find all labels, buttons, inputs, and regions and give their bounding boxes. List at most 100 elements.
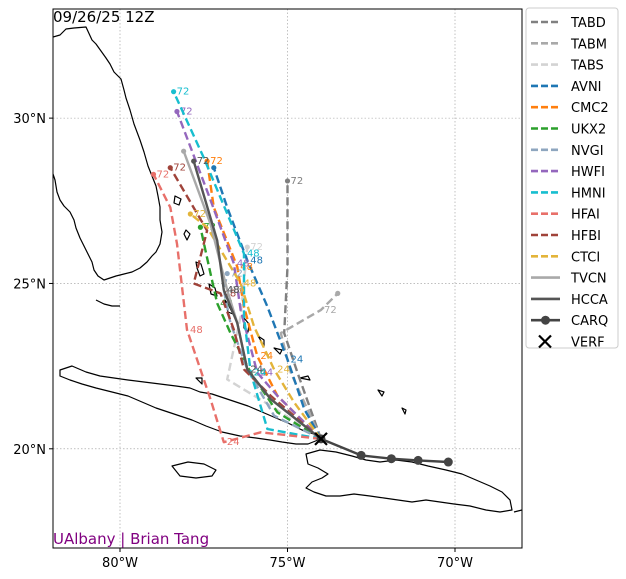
- legend-entry-avni: AVNI: [531, 80, 602, 95]
- carq-point: [413, 455, 423, 465]
- forecast-hour-label: 72: [193, 209, 206, 220]
- forecast-hour-label: 24: [260, 351, 273, 362]
- track-verf: [314, 432, 328, 446]
- y-tick-label: 25°N: [13, 277, 46, 292]
- track-tabm: 72: [279, 290, 341, 440]
- bahamas-island: [195, 377, 203, 385]
- legend-label-tabm: TABM: [570, 37, 607, 52]
- track-line-hcca: [192, 160, 322, 440]
- bahamas-island: [173, 195, 182, 206]
- legend-entry-hmni: HMNI: [531, 186, 606, 201]
- track-end-point: [191, 158, 197, 164]
- carq-point: [386, 454, 396, 464]
- legend-label-tabd: TABD: [570, 16, 606, 31]
- legend-entry-tabd: TABD: [531, 16, 606, 31]
- track-line-tabm: [279, 292, 339, 440]
- track-line-hmni: [172, 91, 322, 441]
- forecast-hour-label: 48: [190, 325, 203, 336]
- carq-point: [356, 450, 366, 460]
- legend-entry-nvgi: NVGI: [531, 144, 604, 159]
- y-tick-label: 30°N: [13, 112, 46, 127]
- legend-entry-tabs: TABS: [531, 59, 604, 74]
- track-end-point: [244, 244, 250, 250]
- track-line-hfai: [152, 173, 322, 444]
- forecast-hour-label: 48: [224, 288, 237, 299]
- forecast-hour-label: 72: [210, 156, 223, 167]
- legend-label-cmc2: CMC2: [571, 101, 609, 116]
- x-tick-label: 75°W: [270, 556, 306, 571]
- legend-swatch-verf: [538, 334, 552, 349]
- forecast-hour-label: 48: [250, 255, 263, 266]
- legend-marker-carq: [541, 315, 550, 325]
- puerto-rico-coastline: [513, 509, 522, 513]
- track-hcca: 24 48 72: [191, 156, 322, 440]
- legend-entry-hfbi: HFBI: [531, 229, 601, 244]
- legend-label-ukx2: UKX2: [571, 123, 606, 138]
- verf-marker: [314, 432, 328, 446]
- legend-label-carq: CARQ: [571, 314, 608, 329]
- track-line-hwfi: [175, 111, 322, 440]
- bahamas-island: [299, 375, 311, 381]
- legend-entry-cmc2: CMC2: [531, 101, 609, 116]
- forecast-hour-label: 72: [197, 156, 210, 167]
- forecast-hour-label: 24: [227, 437, 240, 448]
- track-end-point: [335, 290, 341, 296]
- track-line-ukx2: [199, 226, 322, 440]
- legend-entry-ctci: CTCI: [531, 250, 600, 265]
- forecast-hour-label: 24: [260, 368, 273, 379]
- track-hfbi: 48 72: [167, 163, 322, 440]
- track-end-point: [187, 211, 193, 217]
- forecast-hour-label: 48: [230, 285, 243, 296]
- legend-label-tvcn: TVCN: [570, 272, 607, 287]
- credit-text: UAlbany | Brian Tang: [53, 530, 209, 548]
- track-end-point: [211, 165, 217, 171]
- florida-keys: [95, 299, 120, 307]
- legend-entry-hwfi: HWFI: [531, 165, 605, 180]
- track-tabd: 72: [283, 176, 323, 440]
- forecast-hour-label: 72: [291, 176, 304, 187]
- track-end-point: [174, 108, 180, 115]
- track-avni: 24 48: [211, 165, 323, 440]
- forecast-hour-label: 48: [244, 278, 257, 289]
- us-florida-coastline: [53, 26, 163, 281]
- axis-ticks: 80°W 75°W 70°W 20°N 25°N 30°N: [13, 112, 473, 571]
- track-hmni: 24 48 72: [171, 87, 322, 441]
- forecast-tracks: 7272722448244872244872487224487224487224…: [150, 87, 453, 467]
- track-end-point: [171, 89, 177, 95]
- legend-label-hwfi: HWFI: [571, 165, 605, 180]
- track-end-point: [284, 178, 291, 184]
- chart-title: 09/26/25 12Z: [53, 8, 155, 26]
- track-end-point: [197, 224, 203, 230]
- legend-label-avni: AVNI: [571, 80, 602, 95]
- legend-entry-tabm: TABM: [531, 37, 607, 52]
- track-line-nvgi: [222, 273, 322, 440]
- legend-label-nvgi: NVGI: [571, 144, 604, 159]
- forecast-hour-label: 72: [177, 87, 190, 98]
- track-ctci: 24 48 72: [187, 209, 322, 440]
- legend-entry-verf: VERF: [538, 334, 605, 351]
- track-hfai: 24 48 72: [150, 169, 322, 448]
- forecast-hour-label: 24: [254, 368, 267, 379]
- forecast-hour-label: 72: [250, 242, 263, 253]
- track-end-point: [167, 165, 173, 171]
- forecast-hour-label: 48: [227, 285, 240, 296]
- forecast-hour-label: 24: [277, 364, 290, 375]
- y-tick-label: 20°N: [13, 443, 46, 458]
- legend-label-tabs: TABS: [570, 59, 604, 74]
- forecast-hour-label: 72: [203, 222, 216, 233]
- legend-entry-tvcn: TVCN: [531, 272, 607, 287]
- forecast-hour-label: 24: [250, 364, 263, 375]
- x-tick-label: 70°W: [437, 556, 473, 571]
- legend-label-hcca: HCCA: [571, 293, 608, 308]
- legend-label-hfbi: HFBI: [571, 229, 601, 244]
- track-end-point: [181, 148, 187, 154]
- legend-entry-hcca: HCCA: [531, 293, 608, 308]
- legend-label-ctci: CTCI: [571, 250, 600, 265]
- track-end-point: [150, 171, 157, 177]
- track-line-ctci: [189, 213, 322, 440]
- track-end-point: [224, 270, 230, 277]
- forecast-hour-label: 24: [291, 355, 304, 366]
- track-line-hfbi: [169, 167, 322, 440]
- bahamas-island: [183, 229, 191, 241]
